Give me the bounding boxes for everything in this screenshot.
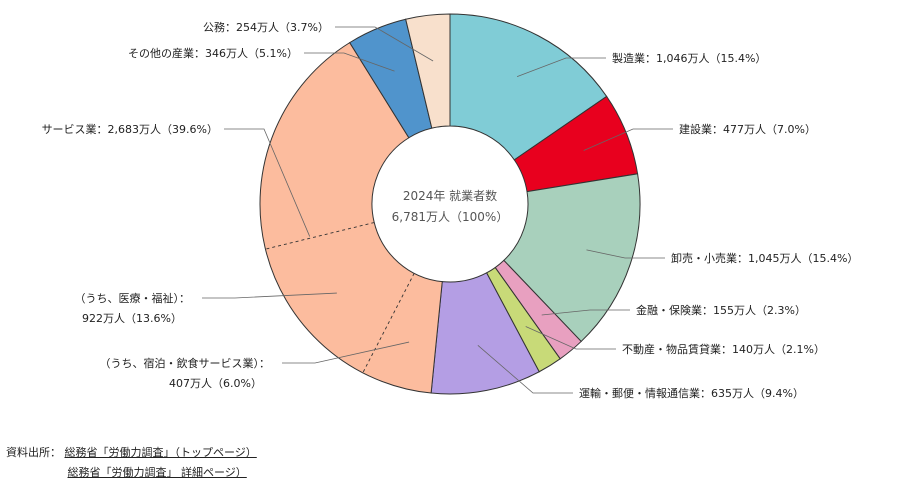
sub-label-line2-1: 407万人（6.0%） (169, 377, 262, 390)
slice-label-5: 運輸・郵便・情報通信業：635万人（9.4%） (579, 386, 804, 400)
subdivision-line-0 (362, 273, 415, 374)
leader-lines (202, 26, 673, 394)
leader-line-2 (586, 249, 665, 259)
slice-8 (405, 13, 451, 129)
leader-line-3 (541, 309, 630, 316)
source-note: 資料出所： 総務省「労働力調査」（トップページ） 総務省「労働力調査」 詳細ペー… (6, 443, 257, 483)
slice-2 (503, 173, 641, 343)
sub-label-line2-0: 922万人（13.6%） (82, 312, 182, 325)
leader-line-6 (224, 128, 311, 237)
center-label-line1: 2024年 就業者数 (403, 188, 497, 203)
source-prefix: 資料出所： (6, 446, 61, 459)
leader-line-7 (304, 52, 395, 72)
source-link-detail[interactable]: 総務省「労働力調査」 詳細ページ） (67, 466, 247, 479)
slice-label-8: 公務：254万人（3.7%） (203, 20, 329, 34)
slice-label-2: 卸売・小売業：1,045万人（15.4%） (671, 251, 858, 265)
slice-label-4: 不動産・物品賃貸業：140万人（2.1%） (622, 342, 825, 356)
leader-line-5 (477, 344, 573, 394)
slice-label-1: 建設業：477万人（7.0%） (679, 122, 816, 136)
sub-label-line1-0: （うち、医療・福祉）： (75, 291, 191, 305)
sub-leader-line-0 (202, 292, 337, 299)
sub-leader-line-1 (282, 341, 410, 364)
leader-line-8 (335, 26, 434, 62)
subdivision-line-1 (265, 222, 375, 250)
slice-label-6: サービス業：2,683万人（39.6%） (42, 123, 218, 136)
slice-label-0: 製造業：1,046万人（15.4%） (612, 51, 766, 65)
subdivision-lines (265, 222, 415, 374)
sub-label-line1-1: （うち、宿泊・飲食サービス業）： (100, 356, 271, 370)
slice-6 (259, 41, 443, 394)
leader-line-0 (516, 57, 606, 77)
slice-labels: 製造業：1,046万人（15.4%） 建設業：477万人（7.0%） 卸売・小売業：… (42, 20, 859, 400)
source-link-top[interactable]: 総務省「労働力調査」（トップページ） (64, 446, 257, 459)
leader-line-4 (525, 326, 616, 350)
slices-group (259, 13, 641, 395)
slice-label-7: その他の産業：346万人（5.1%） (128, 47, 298, 60)
leader-line-1 (583, 128, 673, 151)
slice-0 (449, 13, 608, 161)
slice-label-3: 金融・保険業：155万人（2.3%） (636, 303, 806, 317)
center-label-line2: 6,781万人（100%） (392, 210, 509, 224)
